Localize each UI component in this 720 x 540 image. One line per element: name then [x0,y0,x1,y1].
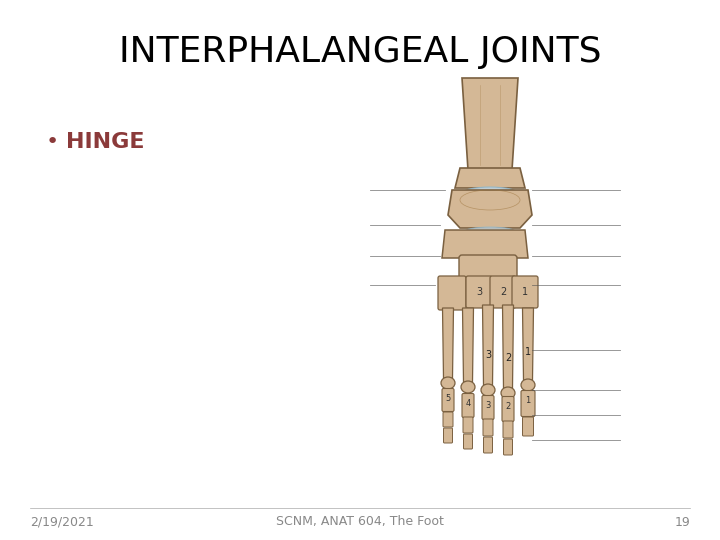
FancyBboxPatch shape [523,417,534,436]
Text: 19: 19 [674,516,690,529]
FancyBboxPatch shape [464,434,472,449]
Text: 4: 4 [465,399,471,408]
FancyBboxPatch shape [459,255,517,281]
Polygon shape [443,308,454,378]
FancyBboxPatch shape [463,417,473,433]
Text: 1: 1 [525,347,531,357]
FancyBboxPatch shape [444,428,452,443]
FancyBboxPatch shape [503,421,513,438]
Ellipse shape [501,387,515,399]
Polygon shape [523,308,534,380]
Text: HINGE: HINGE [66,132,145,152]
Text: 2: 2 [505,353,511,363]
Ellipse shape [461,381,475,393]
FancyBboxPatch shape [502,396,514,422]
FancyBboxPatch shape [442,388,454,411]
Text: 2: 2 [505,402,510,411]
FancyBboxPatch shape [521,390,535,416]
FancyBboxPatch shape [484,437,492,453]
Polygon shape [503,305,513,388]
Text: 3: 3 [476,287,482,297]
FancyBboxPatch shape [438,276,466,310]
Polygon shape [462,78,518,170]
Text: 3: 3 [485,350,491,360]
Polygon shape [482,305,493,385]
Text: SCNM, ANAT 604, The Foot: SCNM, ANAT 604, The Foot [276,516,444,529]
Ellipse shape [481,384,495,396]
FancyBboxPatch shape [462,394,474,417]
Text: 1: 1 [526,396,531,405]
Ellipse shape [441,377,455,389]
Text: •: • [45,132,58,152]
Text: 2: 2 [500,287,506,297]
FancyBboxPatch shape [443,412,453,427]
Text: 3: 3 [485,401,491,410]
Text: 5: 5 [446,394,451,403]
Ellipse shape [464,227,516,237]
Text: 1: 1 [522,287,528,297]
Polygon shape [442,230,528,258]
Polygon shape [448,190,532,228]
FancyBboxPatch shape [490,276,516,308]
Ellipse shape [461,187,519,201]
FancyBboxPatch shape [483,419,493,436]
FancyBboxPatch shape [482,395,494,420]
Text: 2/19/2021: 2/19/2021 [30,516,94,529]
FancyBboxPatch shape [503,439,513,455]
Ellipse shape [521,379,535,391]
Text: INTERPHALANGEAL JOINTS: INTERPHALANGEAL JOINTS [119,35,601,69]
Polygon shape [455,168,525,188]
Polygon shape [462,308,474,382]
FancyBboxPatch shape [512,276,538,308]
FancyBboxPatch shape [466,276,492,308]
